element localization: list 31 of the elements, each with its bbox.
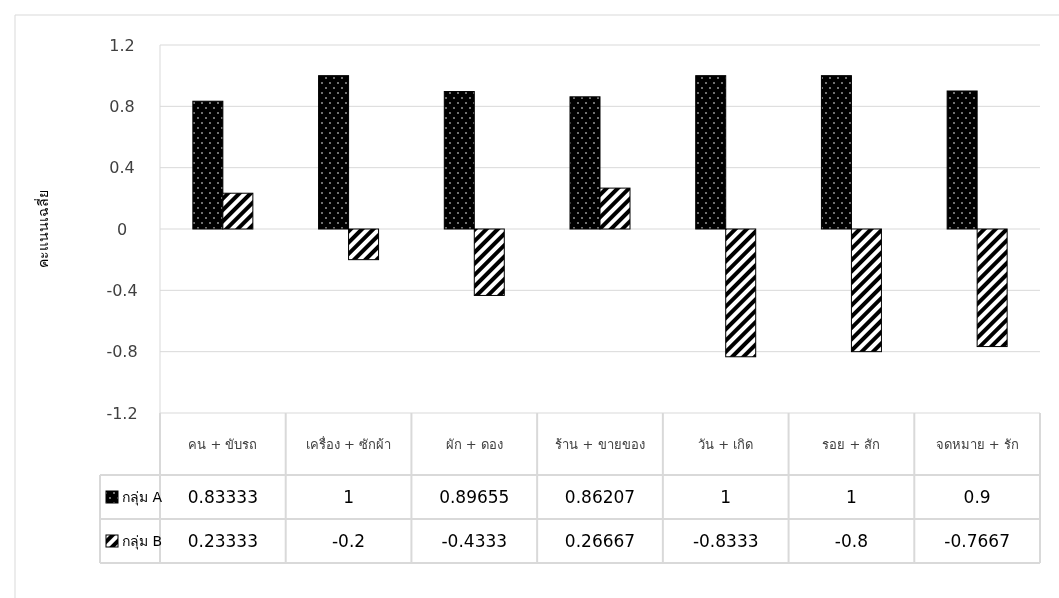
x-tick-label: ผัก + ดอง — [445, 436, 503, 452]
data-label: -0.8 — [834, 530, 869, 551]
data-label: -0.2 — [331, 530, 366, 551]
data-label: -0.4333 — [441, 530, 508, 551]
data-label: 1 — [846, 486, 857, 507]
y-axis-title: คะแนนเฉลี่ย — [34, 190, 51, 268]
y-tick-label: -1.2 — [106, 403, 138, 423]
y-tick-label: -0.8 — [106, 342, 138, 362]
data-label: 0.23333 — [187, 530, 259, 551]
data-label: 0.26667 — [564, 530, 636, 551]
x-tick-label: วัน + เกิด — [698, 436, 754, 452]
y-tick-label: 0.8 — [109, 96, 135, 116]
data-label: 1 — [720, 486, 732, 507]
x-tick-label: รอย + สัก — [822, 436, 881, 452]
y-tick-label: 0.4 — [109, 158, 135, 178]
data-label: 0.83333 — [187, 486, 259, 507]
legend-label: กลุ่ม B — [122, 532, 163, 550]
data-label: -0.7667 — [944, 530, 1010, 551]
x-tick-label: คน + ขับรถ — [188, 436, 258, 452]
y-tick-label: -0.4 — [106, 280, 138, 300]
y-tick-label: 0 — [116, 219, 128, 239]
data-label: -0.8333 — [692, 530, 759, 551]
data-label: 0.89655 — [439, 486, 510, 507]
data-label: 1 — [343, 486, 354, 507]
x-tick-label: ร้าน + ขายของ — [555, 436, 645, 452]
data-label: 0.9 — [963, 486, 991, 507]
legend-label: กลุ่ม A — [122, 488, 163, 506]
y-tick-label: 1.2 — [109, 35, 135, 55]
data-label: 0.86207 — [564, 486, 636, 507]
x-tick-label: เครื่อง + ซักผ้า — [305, 435, 392, 452]
x-tick-label: จดหมาย + รัก — [935, 436, 1019, 452]
